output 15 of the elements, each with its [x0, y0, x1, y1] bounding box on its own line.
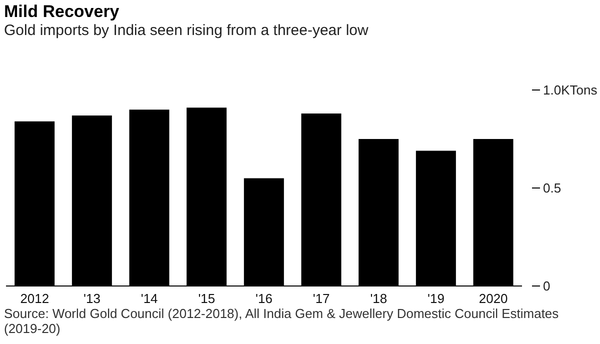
x-tick-label: 2012 [20, 291, 50, 306]
y-tick-label: 1.0KTons [543, 82, 598, 98]
x-tick-label: '16 [256, 291, 272, 306]
x-tick-label: '19 [428, 291, 444, 306]
source-note: Source: World Gold Council (2012-2018), All India Gem & Jewellery Domestic Council Estimates (2019-20) [4, 306, 560, 336]
x-tick-label: '13 [84, 291, 100, 306]
y-tick-label: 0 [543, 278, 550, 294]
chart-subtitle: Gold imports by India seen rising from a three-year low [4, 22, 368, 39]
x-tick-label: 2020 [478, 291, 508, 306]
y-tick-label: 0.5 [543, 180, 562, 196]
chart-title: Mild Recovery [4, 2, 120, 22]
x-tick-label: '14 [140, 291, 158, 306]
x-tick-label: '18 [370, 291, 388, 306]
x-tick-label: '15 [198, 291, 216, 306]
x-tick-label: '17 [312, 291, 330, 306]
